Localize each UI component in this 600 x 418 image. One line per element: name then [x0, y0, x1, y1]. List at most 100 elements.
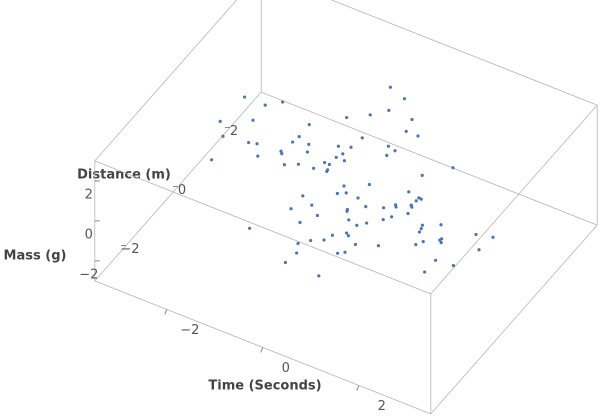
- x-axis-label: Time (Seconds): [208, 379, 321, 394]
- point: [221, 134, 225, 138]
- point: [218, 119, 222, 123]
- point: [387, 108, 391, 112]
- point: [417, 230, 421, 234]
- point: [310, 203, 314, 207]
- point: [410, 117, 414, 122]
- point: [376, 244, 380, 248]
- point: [291, 140, 295, 144]
- point: [347, 218, 351, 222]
- z-tick-label: 0: [85, 227, 93, 242]
- point: [417, 196, 421, 200]
- x-tick: [356, 385, 360, 391]
- point: [298, 220, 302, 225]
- point: [381, 218, 385, 222]
- point: [349, 145, 353, 149]
- point: [394, 205, 398, 209]
- point: [406, 211, 410, 216]
- point: [322, 238, 326, 242]
- point: [315, 213, 319, 218]
- point: [248, 226, 252, 230]
- point: [281, 100, 285, 104]
- point: [419, 197, 423, 201]
- point: [419, 227, 423, 231]
- point: [295, 251, 299, 255]
- point: [365, 221, 369, 225]
- point: [356, 196, 360, 200]
- point: [451, 263, 455, 268]
- point: [210, 158, 214, 162]
- point: [382, 206, 386, 210]
- point: [307, 123, 311, 127]
- point: [367, 182, 371, 187]
- point: [346, 234, 350, 238]
- point: [305, 150, 309, 154]
- point: [423, 270, 427, 274]
- y-axis-label: Distance (m): [77, 168, 171, 183]
- point: [247, 140, 251, 145]
- point: [330, 233, 334, 237]
- y-tick-label: 0: [178, 183, 186, 198]
- point: [414, 199, 418, 203]
- point: [336, 251, 340, 255]
- x-tick-label: 0: [282, 361, 290, 376]
- point: [297, 135, 301, 139]
- z-axis-label: Mass (g): [4, 249, 67, 264]
- point: [256, 154, 260, 158]
- point: [420, 223, 424, 227]
- point: [342, 184, 346, 188]
- point: [385, 153, 389, 157]
- z-tick-label: 2: [85, 187, 93, 202]
- point: [263, 103, 267, 107]
- point: [439, 223, 443, 227]
- point: [307, 142, 311, 146]
- point: [323, 160, 327, 165]
- point: [309, 238, 313, 243]
- point: [404, 129, 408, 133]
- x-tick-label: −2: [180, 323, 199, 338]
- point: [317, 274, 321, 278]
- point: [421, 240, 425, 244]
- x-tick-label: 2: [378, 399, 386, 414]
- point: [434, 258, 438, 262]
- point: [282, 163, 286, 167]
- point: [243, 95, 247, 99]
- point: [345, 231, 349, 235]
- point: [390, 215, 394, 219]
- point: [438, 238, 442, 242]
- point: [327, 162, 331, 167]
- x-tick: [260, 347, 264, 353]
- point: [345, 115, 349, 120]
- point: [345, 209, 349, 213]
- y-tick-label: 2: [230, 124, 238, 139]
- point: [407, 190, 411, 194]
- point: [312, 166, 316, 170]
- point: [386, 144, 390, 148]
- point: [289, 207, 293, 211]
- point: [353, 242, 357, 247]
- point: [283, 260, 287, 265]
- point: [335, 191, 339, 196]
- point: [491, 235, 495, 239]
- point: [255, 142, 259, 146]
- point: [474, 232, 478, 237]
- point: [393, 149, 397, 153]
- point: [341, 152, 345, 156]
- point: [342, 159, 346, 163]
- box-edge: [261, 91, 598, 226]
- box-edge: [430, 224, 598, 415]
- y-tick-label: −2: [120, 242, 139, 257]
- point: [251, 118, 255, 122]
- point: [336, 144, 340, 148]
- box-edge: [94, 160, 431, 295]
- point: [414, 243, 418, 247]
- point: [343, 250, 347, 254]
- point: [301, 194, 305, 198]
- point: [439, 241, 443, 245]
- box-edge: [94, 0, 238, 162]
- x-tick: [164, 309, 168, 315]
- z-tick-label: −2: [79, 267, 98, 282]
- point: [420, 173, 424, 177]
- point: [360, 136, 364, 140]
- point: [410, 205, 414, 209]
